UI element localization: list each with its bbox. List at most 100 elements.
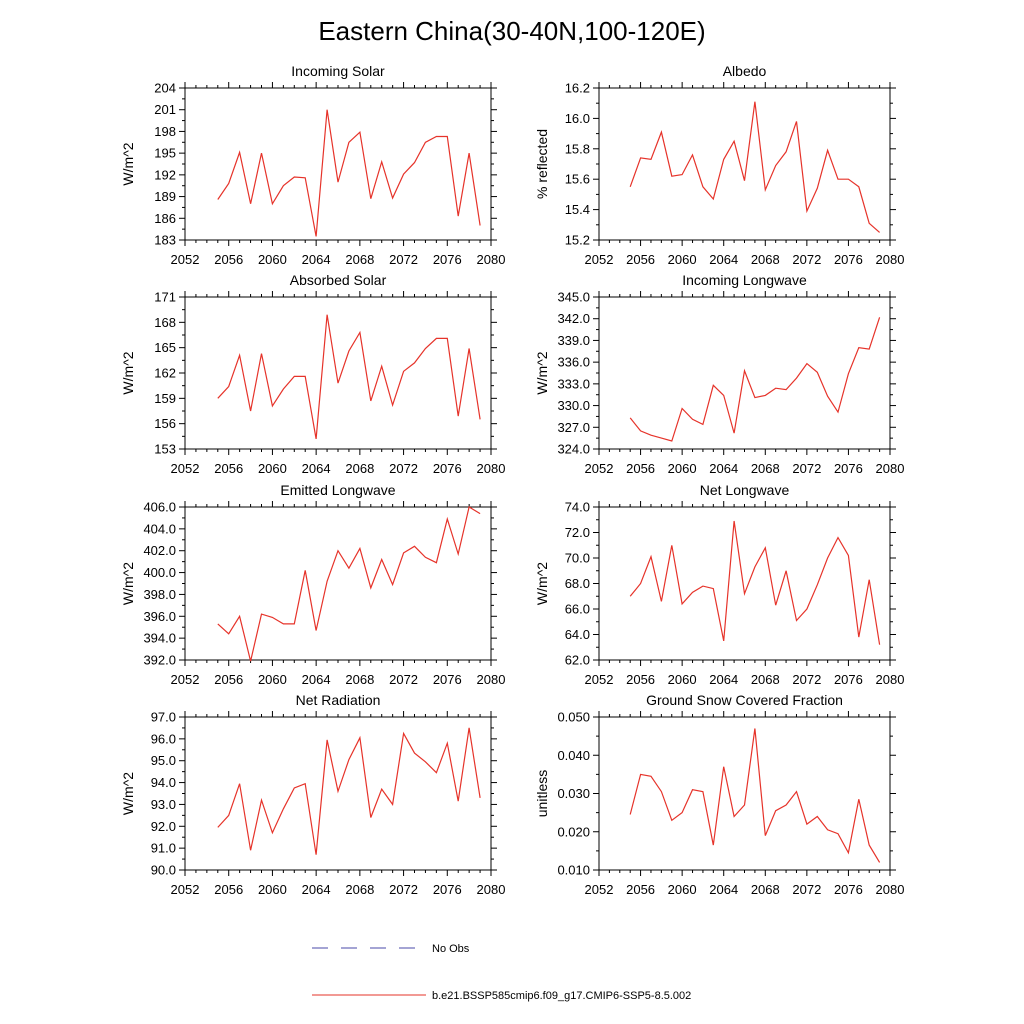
y-tick-label: 0.050 bbox=[557, 710, 590, 725]
x-tick-label: 2072 bbox=[389, 672, 418, 687]
y-tick-label: 162 bbox=[154, 366, 176, 381]
y-axis-label: W/m^2 bbox=[120, 562, 136, 605]
y-tick-label: 62.0 bbox=[565, 653, 590, 668]
x-tick-label: 2052 bbox=[171, 252, 200, 267]
x-tick-label: 2080 bbox=[876, 672, 905, 687]
x-tick-label: 2076 bbox=[433, 461, 462, 476]
panel-title: Net Longwave bbox=[700, 482, 790, 498]
main-title: Eastern China(30-40N,100-120E) bbox=[318, 16, 705, 46]
x-tick-label: 2060 bbox=[668, 882, 697, 897]
y-axis-label: unitless bbox=[534, 770, 550, 817]
y-tick-label: 64.0 bbox=[565, 627, 590, 642]
panel-title: Ground Snow Covered Fraction bbox=[646, 692, 843, 708]
y-tick-label: 16.2 bbox=[565, 81, 590, 96]
series-line bbox=[217, 506, 481, 662]
y-tick-label: 0.040 bbox=[557, 748, 590, 763]
y-tick-label: 94.0 bbox=[151, 775, 176, 790]
y-tick-label: 345.0 bbox=[557, 290, 590, 305]
y-tick-label: 15.4 bbox=[565, 202, 590, 217]
x-tick-label: 2068 bbox=[345, 672, 374, 687]
x-tick-label: 2076 bbox=[433, 882, 462, 897]
x-axis: 2052 2056 2060 2064 2068 2072 2076 2080 bbox=[171, 501, 506, 687]
panel-2: 2052 2056 2060 2064 2068 2072 2076 2080 15.2 15.4… bbox=[534, 63, 904, 267]
plot-frame bbox=[184, 296, 492, 450]
x-tick-label: 2072 bbox=[792, 461, 821, 476]
y-tick-label: 195 bbox=[154, 146, 176, 161]
legend-entry: b.e21.BSSP585cmip6.f09_g17.CMIP6-SSP5-8.… bbox=[312, 990, 691, 1002]
y-axis: 15.2 15.4 15.6 15.8 16.0 16.2 bbox=[565, 81, 896, 248]
y-axis: 392.0 394.0 396.0 398.0 400.0 402.0 404.0 406.0 bbox=[143, 500, 497, 668]
x-tick-label: 2060 bbox=[258, 882, 287, 897]
y-tick-label: 336.0 bbox=[557, 355, 590, 370]
y-axis: 183 186 189 192 195 198 201 204 bbox=[154, 81, 497, 248]
x-tick-label: 2052 bbox=[171, 882, 200, 897]
y-axis: 324.0 327.0 330.0 333.0 336.0 339.0 342.0 345.0 bbox=[557, 290, 896, 457]
x-tick-label: 2068 bbox=[751, 461, 780, 476]
y-tick-label: 402.0 bbox=[143, 543, 176, 558]
y-tick-label: 90.0 bbox=[151, 863, 176, 878]
x-tick-label: 2080 bbox=[876, 882, 905, 897]
x-tick-label: 2056 bbox=[626, 461, 655, 476]
x-tick-label: 2080 bbox=[477, 461, 506, 476]
series-line bbox=[629, 101, 880, 233]
x-tick-label: 2052 bbox=[585, 882, 614, 897]
y-axis-label: % reflected bbox=[534, 129, 550, 199]
x-tick-label: 2080 bbox=[876, 461, 905, 476]
x-tick-label: 2052 bbox=[585, 252, 614, 267]
panel-7: 2052 2056 2060 2064 2068 2072 2076 2080 90.0 91.0… bbox=[120, 692, 505, 897]
y-tick-label: 342.0 bbox=[557, 311, 590, 326]
y-tick-label: 0.010 bbox=[557, 863, 590, 878]
x-tick-label: 2056 bbox=[214, 672, 243, 687]
x-tick-label: 2056 bbox=[214, 882, 243, 897]
x-tick-label: 2064 bbox=[302, 461, 331, 476]
x-tick-label: 2076 bbox=[834, 672, 863, 687]
y-tick-label: 201 bbox=[154, 102, 176, 117]
x-tick-label: 2076 bbox=[834, 461, 863, 476]
y-tick-label: 186 bbox=[154, 211, 176, 226]
x-axis: 2052 2056 2060 2064 2068 2072 2076 2080 bbox=[585, 501, 905, 687]
x-tick-label: 2064 bbox=[709, 252, 738, 267]
y-tick-label: 159 bbox=[154, 391, 176, 406]
y-axis: 62.0 64.0 66.0 68.0 70.0 72.0 74.0 bbox=[565, 500, 896, 668]
x-tick-label: 2052 bbox=[171, 461, 200, 476]
y-tick-label: 406.0 bbox=[143, 500, 176, 515]
y-tick-label: 394.0 bbox=[143, 631, 176, 646]
x-tick-label: 2064 bbox=[302, 672, 331, 687]
y-tick-label: 171 bbox=[154, 290, 176, 305]
x-tick-label: 2080 bbox=[477, 672, 506, 687]
x-tick-label: 2072 bbox=[792, 672, 821, 687]
x-tick-label: 2068 bbox=[751, 252, 780, 267]
panel-title: Incoming Longwave bbox=[682, 272, 807, 288]
panel-4: 2052 2056 2060 2064 2068 2072 2076 2080 324.0 327… bbox=[534, 272, 904, 476]
y-tick-label: 95.0 bbox=[151, 753, 176, 768]
y-tick-label: 398.0 bbox=[143, 587, 176, 602]
x-tick-label: 2068 bbox=[751, 882, 780, 897]
y-tick-label: 204 bbox=[154, 81, 176, 96]
y-tick-label: 396.0 bbox=[143, 609, 176, 624]
y-tick-label: 339.0 bbox=[557, 333, 590, 348]
y-tick-label: 70.0 bbox=[565, 551, 590, 566]
y-tick-label: 96.0 bbox=[151, 731, 176, 746]
series-line bbox=[217, 109, 481, 237]
x-tick-label: 2060 bbox=[258, 252, 287, 267]
series-line bbox=[629, 520, 881, 645]
y-tick-label: 327.0 bbox=[557, 420, 590, 435]
x-tick-label: 2080 bbox=[477, 882, 506, 897]
x-tick-label: 2064 bbox=[709, 882, 738, 897]
x-tick-label: 2076 bbox=[433, 672, 462, 687]
y-axis: 90.0 91.0 92.0 93.0 94.0 95.0 96.0 97.0 bbox=[151, 710, 497, 878]
y-tick-label: 183 bbox=[154, 233, 176, 248]
panel-5: 2052 2056 2060 2064 2068 2072 2076 2080 392.0 394… bbox=[120, 482, 505, 687]
x-tick-label: 2072 bbox=[389, 252, 418, 267]
x-tick-label: 2060 bbox=[258, 461, 287, 476]
x-tick-label: 2056 bbox=[626, 882, 655, 897]
x-tick-label: 2076 bbox=[433, 252, 462, 267]
y-tick-label: 15.8 bbox=[565, 141, 590, 156]
panel-1: 2052 2056 2060 2064 2068 2072 2076 208018318618… bbox=[120, 63, 505, 267]
x-tick-label: 2072 bbox=[389, 882, 418, 897]
x-axis: 2052 2056 2060 2064 2068 2072 2076 2080 bbox=[171, 291, 506, 476]
x-tick-label: 2072 bbox=[389, 461, 418, 476]
x-tick-label: 2064 bbox=[302, 252, 331, 267]
plot-frame bbox=[184, 716, 492, 871]
